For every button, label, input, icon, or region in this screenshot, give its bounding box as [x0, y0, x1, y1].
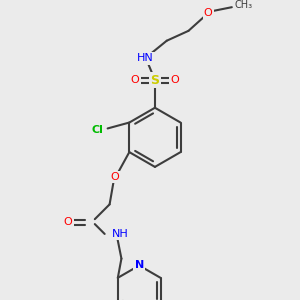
Text: O: O [64, 217, 73, 227]
Text: N: N [134, 260, 144, 271]
Text: O: O [170, 75, 179, 85]
Text: CH₃: CH₃ [235, 0, 253, 10]
Text: NH: NH [112, 229, 128, 239]
Text: O: O [110, 172, 119, 182]
Text: S: S [150, 74, 159, 87]
Text: HN: HN [137, 53, 153, 64]
Text: Cl: Cl [92, 125, 104, 135]
Text: O: O [204, 8, 212, 18]
Text: O: O [131, 75, 140, 85]
